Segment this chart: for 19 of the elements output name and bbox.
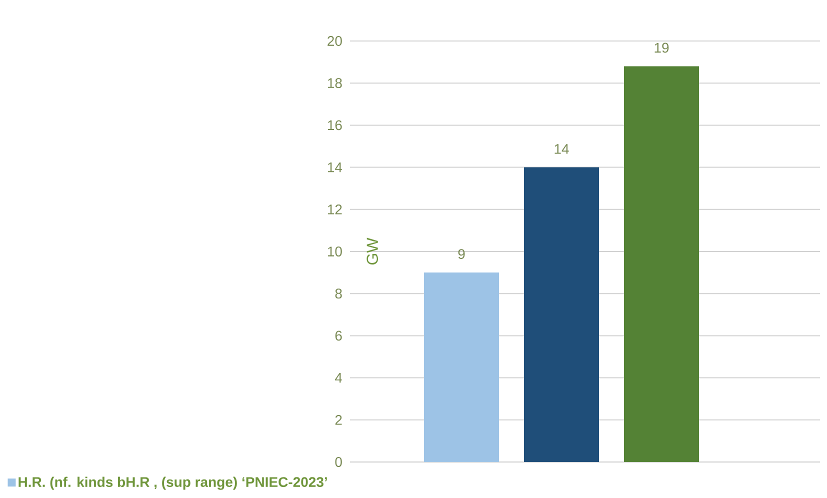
y-tick-label: 12 bbox=[328, 204, 342, 214]
y-axis-title: GW bbox=[366, 238, 378, 264]
y-tick-label: 16 bbox=[328, 120, 342, 130]
bar bbox=[524, 167, 600, 462]
bar bbox=[624, 66, 700, 462]
data-label: 19 bbox=[654, 42, 669, 53]
data-label: 14 bbox=[554, 144, 569, 154]
bar bbox=[424, 272, 499, 462]
y-tick-label: 20 bbox=[328, 36, 342, 46]
data-label: 9 bbox=[458, 249, 465, 260]
y-tick-label: 14 bbox=[328, 162, 342, 172]
y-tick-label: 2 bbox=[335, 415, 342, 425]
y-tick-label: 8 bbox=[335, 288, 342, 299]
y-tick-label: 18 bbox=[328, 78, 342, 88]
y-tick-label: 0 bbox=[335, 457, 342, 467]
y-tick-label: 4 bbox=[334, 372, 342, 383]
y-tick-label: 10 bbox=[328, 246, 342, 256]
y-tick-label: 6 bbox=[335, 330, 342, 341]
legend-label: H.R. (nf. kinds bH.R , (sup range) ‘PNIEC-2023’ bbox=[18, 476, 327, 490]
